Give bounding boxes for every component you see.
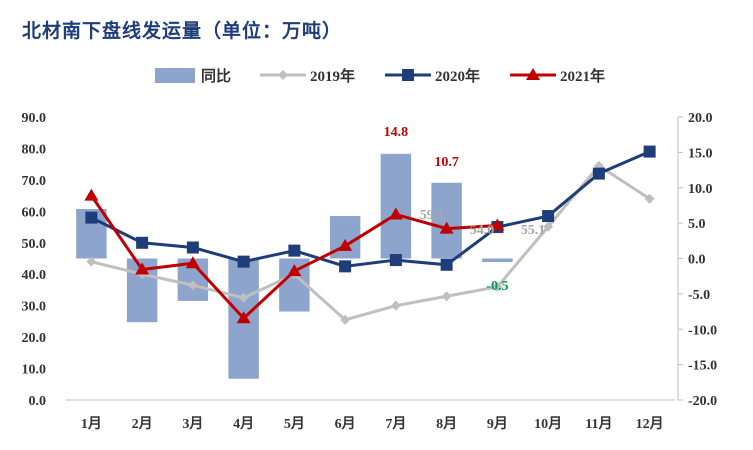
marker-square xyxy=(542,210,555,223)
legend-label: 2019年 xyxy=(310,67,355,85)
marker-diamond xyxy=(543,221,554,232)
y-right-tick-label: 20.0 xyxy=(688,111,713,126)
marker-triangle xyxy=(185,256,200,269)
x-tick-label: 9月 xyxy=(487,416,508,432)
marker-square xyxy=(389,254,402,267)
y-right-tick-label: 5.0 xyxy=(688,217,706,232)
data-label: 10.7 xyxy=(434,155,459,170)
x-tick-label: 8月 xyxy=(436,416,457,432)
series-2020年 xyxy=(85,145,656,273)
y-right-tick-label: 10.0 xyxy=(688,182,713,197)
legend: 同比 2019年 2020年 2021年 xyxy=(155,67,605,85)
y-right-tick-label: -5.0 xyxy=(688,288,710,303)
marker-diamond xyxy=(340,314,351,325)
y-left-tick-label: 10.0 xyxy=(22,363,47,378)
x-tick-label: 6月 xyxy=(335,416,356,432)
y-right-tick-label: -10.0 xyxy=(688,323,717,338)
x-tick-label: 4月 xyxy=(233,416,254,432)
marker-triangle xyxy=(388,207,403,220)
data-label: 59.1 xyxy=(420,208,445,223)
y-right-tick-label: -20.0 xyxy=(688,394,717,409)
x-tick-label: 11月 xyxy=(585,416,612,432)
x-tick-label: 12月 xyxy=(636,416,664,432)
legend-label: 2020年 xyxy=(435,67,480,85)
y-right-tick-label: 15.0 xyxy=(688,146,713,161)
marker-diamond xyxy=(278,70,288,80)
marker-triangle xyxy=(526,68,540,80)
data-label: -0.5 xyxy=(486,279,508,294)
y-right-tick-label: 0.0 xyxy=(688,253,706,268)
data-label: 54.0 xyxy=(470,223,495,238)
bar-yoy xyxy=(482,258,513,263)
marker-square xyxy=(592,167,605,180)
marker-square xyxy=(440,258,453,271)
series-line xyxy=(91,163,651,322)
legend-label: 同比 xyxy=(201,67,231,85)
y-left-tick-label: 80.0 xyxy=(22,142,47,157)
marker-triangle xyxy=(84,188,99,201)
y-left-tick-label: 0.0 xyxy=(29,394,47,409)
marker-triangle xyxy=(135,262,150,275)
chart-title: 北材南下盘线发运量（单位：万吨） xyxy=(22,20,343,42)
x-tick-label: 10月 xyxy=(534,416,562,432)
marker-triangle xyxy=(338,238,353,251)
x-tick-label: 7月 xyxy=(385,416,406,432)
marker-square xyxy=(136,236,149,249)
marker-diamond xyxy=(441,291,452,302)
marker-square xyxy=(186,241,199,254)
marker-square xyxy=(339,260,352,273)
x-tick-label: 2月 xyxy=(132,416,153,432)
y-left-tick-label: 40.0 xyxy=(22,268,47,283)
marker-triangle xyxy=(439,221,454,234)
y-left-tick-label: 20.0 xyxy=(22,331,47,346)
x-tick-label: 3月 xyxy=(182,416,203,432)
y-left-tick-label: 90.0 xyxy=(22,111,47,126)
marker-diamond xyxy=(86,256,97,267)
x-tick-label: 5月 xyxy=(284,416,305,432)
data-labels: 14.8 10.7 -0.5 59.1 54.0 55.1 xyxy=(384,125,546,294)
marker-square xyxy=(85,211,98,224)
y-left-tick-label: 60.0 xyxy=(22,205,47,220)
marker-square xyxy=(237,255,250,268)
marker-triangle xyxy=(287,264,302,277)
marker-diamond xyxy=(644,193,655,204)
data-label: 55.1 xyxy=(521,223,546,238)
y-left-tick-label: 70.0 xyxy=(22,174,47,189)
x-tick-label: 1月 xyxy=(81,416,102,432)
marker-diamond xyxy=(390,300,401,311)
bar-yoy xyxy=(431,182,462,259)
data-label: 14.8 xyxy=(384,125,409,140)
legend-label: 2021年 xyxy=(560,67,605,85)
marker-triangle xyxy=(236,311,251,324)
marker-triangle xyxy=(490,218,505,231)
series-2019年 xyxy=(86,160,655,325)
line-series xyxy=(84,145,656,325)
axes: 0.0 10.0 20.0 30.0 40.0 50.0 60.0 70.0 80.0 90.0 -… xyxy=(22,111,718,432)
y-right-tick-label: -15.0 xyxy=(688,359,717,374)
marker-square xyxy=(288,244,301,257)
marker-square xyxy=(402,69,414,81)
series-2021年 xyxy=(84,188,505,324)
marker-diamond xyxy=(238,292,249,303)
y-left-tick-label: 50.0 xyxy=(22,237,47,252)
marker-diamond xyxy=(187,280,198,291)
marker-square xyxy=(643,145,656,158)
y-left-tick-label: 30.0 xyxy=(22,300,47,315)
legend-swatch-bar xyxy=(155,68,195,83)
bar-yoy xyxy=(380,153,412,259)
marker-diamond xyxy=(492,281,503,292)
series-line xyxy=(90,150,651,268)
